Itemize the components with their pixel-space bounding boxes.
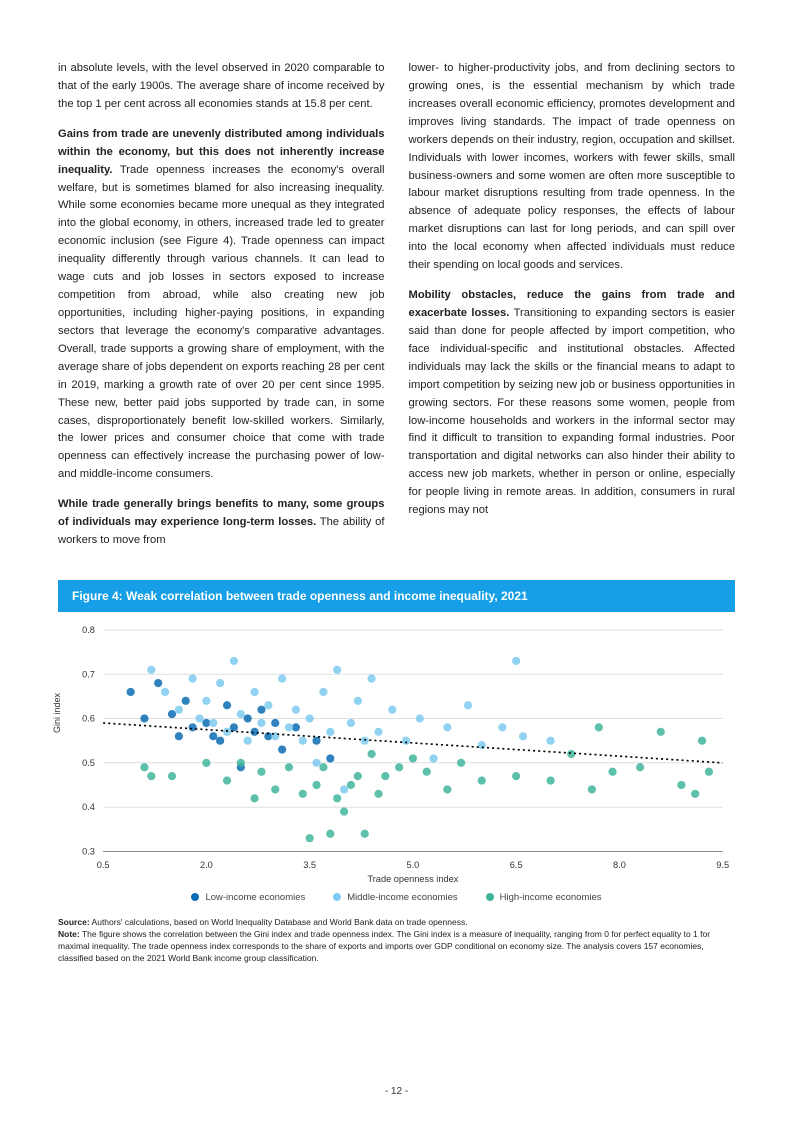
source-label: Source:	[58, 917, 90, 927]
body-columns: in absolute levels, with the level obser…	[58, 60, 735, 562]
paragraph: While trade generally brings benefits to…	[58, 496, 385, 550]
left-column: in absolute levels, with the level obser…	[58, 60, 385, 562]
legend-label: Middle-income economies	[347, 892, 457, 903]
svg-text:0.4: 0.4	[82, 802, 95, 812]
svg-text:0.6: 0.6	[82, 714, 95, 724]
paragraph: lower- to higher-productivity jobs, and …	[409, 60, 736, 275]
legend-label: Low-income economies	[205, 892, 305, 903]
svg-text:0.3: 0.3	[82, 847, 95, 857]
svg-text:Trade openness index: Trade openness index	[367, 874, 458, 884]
svg-text:0.7: 0.7	[82, 669, 95, 679]
svg-text:3.5: 3.5	[303, 860, 316, 870]
note-label: Note:	[58, 929, 80, 939]
legend-dot	[333, 893, 341, 901]
svg-text:8.0: 8.0	[613, 860, 626, 870]
figure-title-bar: Figure 4: Weak correlation between trade…	[58, 580, 735, 612]
paragraph-body: Transitioning to expanding sectors is ea…	[409, 307, 736, 516]
svg-text:0.5: 0.5	[97, 860, 110, 870]
legend-item-mid: Middle-income economies	[333, 892, 457, 903]
legend-dot	[191, 893, 199, 901]
svg-text:0.8: 0.8	[82, 625, 95, 635]
figure-4: Figure 4: Weak correlation between trade…	[58, 580, 735, 965]
svg-text:0.5: 0.5	[82, 758, 95, 768]
chart-svg: 0.3 0.4 0.5 0.6 0.7 0.8 0.5 2.0 3.5 5.0 6.5 8.0 9.5 T…	[58, 618, 735, 888]
source-text: Authors' calculations, based on World In…	[90, 917, 468, 927]
svg-text:5.0: 5.0	[406, 860, 419, 870]
svg-text:2.0: 2.0	[200, 860, 213, 870]
source-line: Source: Authors' calculations, based on …	[58, 917, 735, 929]
svg-text:9.5: 9.5	[716, 860, 729, 870]
legend-dot	[486, 893, 494, 901]
scatter-chart: Gini index 0.30.40.50.60.70.80.52.03.55.…	[58, 618, 735, 888]
paragraph-body: Trade openness increases the economy's o…	[58, 164, 385, 481]
paragraph: in absolute levels, with the level obser…	[58, 60, 385, 114]
legend-label: High-income economies	[500, 892, 602, 903]
y-axis-label: Gini index	[52, 693, 62, 733]
chart-legend: Low-income economies Middle-income econo…	[58, 892, 735, 903]
svg-text:6.5: 6.5	[510, 860, 523, 870]
paragraph: Mobility obstacles, reduce the gains fro…	[409, 287, 736, 520]
note-line: Note: The figure shows the correlation b…	[58, 929, 735, 965]
legend-item-low: Low-income economies	[191, 892, 305, 903]
legend-item-high: High-income economies	[486, 892, 602, 903]
page-number: - 12 -	[0, 1086, 793, 1097]
right-column: lower- to higher-productivity jobs, and …	[409, 60, 736, 562]
figure-footnotes: Source: Authors' calculations, based on …	[58, 917, 735, 965]
note-text: The figure shows the correlation between…	[58, 929, 710, 963]
paragraph: Gains from trade are unevenly distribute…	[58, 126, 385, 484]
